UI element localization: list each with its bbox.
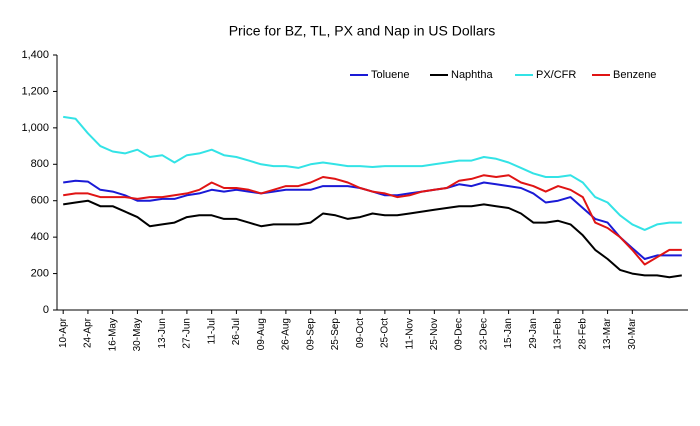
y-tick-label: 600 — [31, 195, 49, 207]
x-tick-label: 10-Apr — [58, 317, 69, 348]
x-tick-label: 28-Feb — [577, 318, 588, 350]
series-line — [63, 174, 682, 266]
x-tick-label: 29-Jan — [528, 318, 539, 349]
x-tick-label: 30-May — [132, 318, 143, 351]
legend-label: Toluene — [371, 69, 410, 81]
x-tick-label: 13-Jun — [157, 318, 168, 349]
x-tick-label: 25-Oct — [380, 318, 391, 348]
y-tick-label: 400 — [31, 231, 49, 243]
y-tick-label: 1,200 — [21, 85, 49, 97]
x-tick-label: 30-Mar — [627, 317, 638, 349]
chart-title: Price for BZ, TL, PX and Nap in US Dolla… — [229, 23, 496, 39]
x-tick-label: 09-Dec — [454, 318, 465, 350]
series-line — [63, 115, 682, 231]
x-tick-label: 09-Oct — [355, 318, 366, 348]
x-tick-label: 13-Feb — [553, 318, 564, 350]
y-tick-label: 1,400 — [21, 49, 49, 61]
legend-label: Naphtha — [451, 69, 493, 81]
x-tick-label: 25-Nov — [429, 318, 440, 350]
x-tick-label: 26-Jul — [231, 318, 242, 345]
y-tick-label: 800 — [31, 158, 49, 170]
x-tick-label: 26-Aug — [281, 318, 292, 350]
x-tick-label: 13-Mar — [602, 317, 613, 349]
y-tick-label: 200 — [31, 267, 49, 279]
series-line — [63, 199, 682, 279]
legend-label: Benzene — [613, 69, 656, 81]
x-tick-label: 16-May — [107, 318, 118, 351]
x-tick-label: 15-Jan — [503, 318, 514, 349]
x-tick-label: 25-Sep — [330, 318, 341, 351]
x-tick-label: 24-Apr — [83, 317, 94, 348]
legend-label: PX/CFR — [536, 69, 576, 81]
x-tick-label: 11-Nov — [404, 318, 415, 350]
x-tick-label: 11-Jul — [206, 318, 217, 345]
x-tick-label: 09-Sep — [305, 318, 316, 351]
x-tick-label: 27-Jun — [182, 318, 193, 349]
x-tick-label: 23-Dec — [478, 318, 489, 350]
y-tick-label: 1,000 — [21, 122, 49, 134]
x-tick-label: 09-Aug — [256, 318, 267, 350]
y-tick-label: 0 — [43, 304, 49, 316]
